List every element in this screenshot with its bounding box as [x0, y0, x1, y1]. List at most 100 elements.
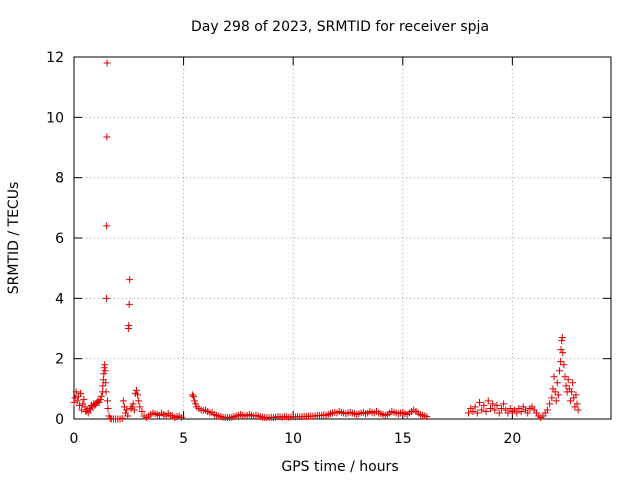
data-point	[546, 400, 554, 408]
data-point	[524, 409, 532, 417]
data-point	[77, 389, 85, 397]
data-point	[471, 403, 479, 411]
y-tick-label: 10	[46, 110, 64, 126]
data-point	[129, 400, 137, 408]
y-tick-label: 6	[55, 231, 64, 247]
x-tick-label: 5	[179, 431, 188, 447]
data-point	[566, 397, 574, 405]
data-point	[500, 400, 508, 408]
data-point	[573, 400, 581, 408]
data-point	[475, 398, 483, 406]
data-point	[95, 398, 103, 406]
data-point	[100, 370, 108, 378]
y-tick-label: 4	[55, 291, 64, 307]
data-point	[103, 133, 111, 141]
data-point	[138, 407, 146, 415]
grid	[74, 57, 611, 419]
data-point	[125, 321, 133, 329]
data-point	[569, 379, 577, 387]
y-tick-label: 0	[55, 412, 64, 428]
data-point	[555, 367, 563, 375]
data-point	[80, 395, 88, 403]
data-point	[493, 401, 501, 409]
data-point	[189, 392, 197, 400]
data-point	[562, 382, 570, 390]
data-point	[423, 413, 431, 421]
data-point	[553, 379, 561, 387]
plot-frame	[73, 56, 612, 420]
data-point	[551, 388, 559, 396]
data-point	[124, 412, 132, 420]
data-point	[125, 300, 133, 308]
data-point	[558, 337, 566, 345]
data-point	[123, 406, 131, 414]
data-point	[560, 361, 568, 369]
data-point	[557, 346, 565, 354]
data-point	[72, 388, 80, 396]
data-point	[480, 401, 488, 409]
data-point	[559, 349, 567, 357]
data-point	[550, 373, 558, 381]
data-point	[557, 358, 565, 366]
data-point	[558, 334, 566, 342]
data-point	[504, 409, 512, 417]
data-point	[96, 395, 104, 403]
data-point	[70, 398, 78, 406]
data-point	[75, 401, 83, 409]
data-point	[497, 404, 505, 412]
data-point	[118, 414, 126, 422]
data-point	[561, 373, 569, 381]
data-point	[513, 409, 521, 417]
data-point	[103, 222, 111, 230]
x-tick-label: 10	[284, 431, 302, 447]
x-tick-label: 0	[70, 431, 79, 447]
data-point	[484, 397, 492, 405]
data-point	[482, 407, 490, 415]
data-point	[101, 367, 109, 375]
data-point	[188, 391, 196, 399]
y-tick-label: 12	[46, 50, 64, 66]
data-point	[130, 406, 138, 414]
data-point	[127, 404, 135, 412]
data-point	[73, 397, 81, 405]
data-point	[517, 407, 525, 415]
axes: 0 2 4 6 8 10 12 0 5 10 15 20	[46, 50, 612, 447]
data-point	[101, 361, 109, 369]
data-point	[489, 400, 497, 408]
data-point	[102, 294, 110, 302]
data-point	[177, 413, 185, 421]
data-point	[104, 404, 112, 412]
x-axis-label: GPS time / hours	[281, 459, 398, 475]
data-point	[132, 386, 140, 394]
data-point	[543, 406, 551, 414]
data-point	[572, 391, 580, 399]
data-point	[473, 409, 481, 417]
y-tick-label: 2	[55, 352, 64, 368]
chart-title: Day 298 of 2023, SRMTID for receiver spj…	[191, 19, 489, 35]
x-tick-label: 20	[503, 431, 521, 447]
data-point	[126, 276, 134, 284]
data-point	[554, 391, 562, 399]
data-point	[574, 406, 582, 414]
data-point	[134, 391, 142, 399]
data-point	[191, 397, 199, 405]
data-point	[548, 394, 556, 402]
data-point	[102, 388, 110, 396]
data-point	[478, 406, 486, 414]
data-point	[552, 397, 560, 405]
data-point	[135, 397, 143, 405]
data-point	[495, 409, 503, 417]
y-tick-label: 8	[55, 171, 64, 187]
x-tick-label: 15	[394, 431, 412, 447]
data-point	[102, 379, 110, 387]
y-axis-label: SRMTID / TECUs	[6, 182, 22, 295]
data-point	[568, 388, 576, 396]
data-point	[469, 407, 477, 415]
data-point	[104, 397, 112, 405]
data-point	[486, 404, 494, 412]
data-point	[119, 397, 127, 405]
data-point	[465, 409, 473, 417]
data-point	[564, 376, 572, 384]
